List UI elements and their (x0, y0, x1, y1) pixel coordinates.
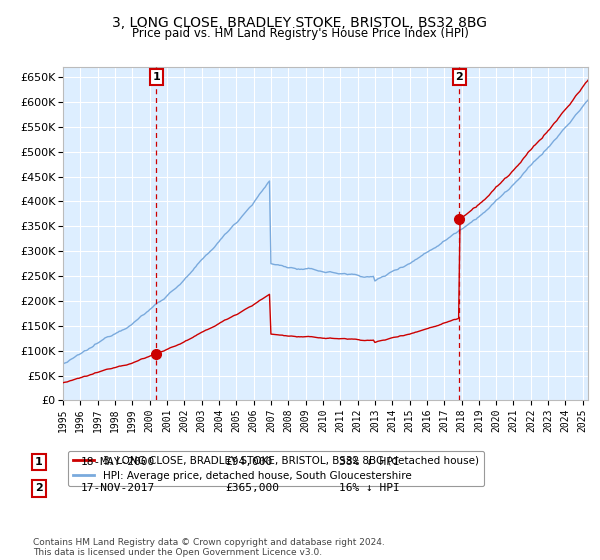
Text: 18-MAY-2000: 18-MAY-2000 (81, 457, 155, 467)
Text: Price paid vs. HM Land Registry's House Price Index (HPI): Price paid vs. HM Land Registry's House … (131, 27, 469, 40)
Text: £94,000: £94,000 (225, 457, 272, 467)
Text: 38% ↓ HPI: 38% ↓ HPI (339, 457, 400, 467)
Text: 3, LONG CLOSE, BRADLEY STOKE, BRISTOL, BS32 8BG: 3, LONG CLOSE, BRADLEY STOKE, BRISTOL, B… (113, 16, 487, 30)
Text: £365,000: £365,000 (225, 483, 279, 493)
Legend: 3, LONG CLOSE, BRADLEY STOKE, BRISTOL, BS32 8BG (detached house), HPI: Average p: 3, LONG CLOSE, BRADLEY STOKE, BRISTOL, B… (68, 451, 484, 486)
Text: 16% ↓ HPI: 16% ↓ HPI (339, 483, 400, 493)
Text: 1: 1 (35, 457, 43, 467)
Text: 17-NOV-2017: 17-NOV-2017 (81, 483, 155, 493)
Text: 1: 1 (152, 72, 160, 82)
Text: 2: 2 (35, 483, 43, 493)
Text: Contains HM Land Registry data © Crown copyright and database right 2024.
This d: Contains HM Land Registry data © Crown c… (33, 538, 385, 557)
Text: 2: 2 (455, 72, 463, 82)
